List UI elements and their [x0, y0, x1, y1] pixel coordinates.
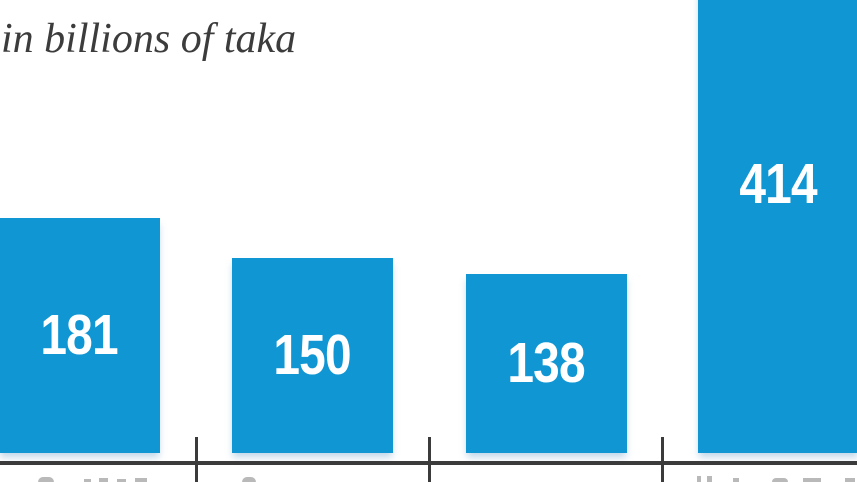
bar: 138	[465, 274, 627, 453]
axis-label-fragment	[99, 478, 108, 482]
chart-subtitle: in billions of taka	[1, 16, 297, 62]
bar-value-label: 150	[273, 323, 352, 387]
axis-label-fragment	[84, 479, 91, 482]
bar: 181	[0, 218, 160, 453]
bar: 150	[232, 258, 393, 453]
bar-value-label: 181	[40, 303, 119, 367]
axis-label-fragment	[772, 478, 788, 482]
axis-label-fragment	[803, 478, 821, 482]
axis-label-fragment	[707, 476, 712, 482]
bar-value-label: 138	[507, 331, 585, 395]
axis-label-fragment	[845, 478, 855, 482]
axis-label-fragment	[242, 477, 256, 482]
axis-label-fragment	[697, 476, 701, 482]
axis-tick	[427, 437, 431, 482]
axis-tick	[194, 437, 198, 482]
axis-label-fragment	[38, 477, 54, 482]
bar-value-label: 414	[739, 152, 817, 216]
axis-tick	[660, 437, 664, 482]
axis-label-fragment	[733, 478, 739, 482]
axis-label-fragment	[117, 479, 126, 482]
bar: 414	[697, 0, 857, 453]
axis-label-fragment	[135, 478, 147, 482]
